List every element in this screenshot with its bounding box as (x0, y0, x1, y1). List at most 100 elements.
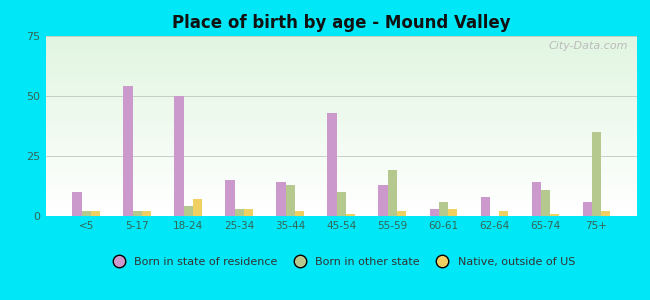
Bar (46, 144, 637, 146)
Bar (46, 58, 637, 59)
Bar (46, 175, 637, 176)
Bar (46, 167, 637, 169)
Bar (46, 180, 637, 182)
Bar (46, 65, 637, 67)
Bar (193, 199, 202, 216)
Bar (46, 203, 637, 205)
Bar (46, 76, 637, 77)
Bar (174, 96, 183, 216)
Bar (46, 115, 637, 117)
Bar (439, 202, 448, 216)
Bar (46, 108, 637, 110)
Bar (46, 131, 637, 133)
Bar (46, 200, 637, 202)
Bar (46, 126, 637, 128)
Bar (46, 50, 637, 52)
Bar (346, 214, 355, 216)
Bar (46, 97, 637, 99)
Bar (46, 85, 637, 86)
Bar (46, 43, 637, 45)
Bar (397, 211, 406, 216)
Bar (46, 182, 637, 184)
Bar (285, 185, 295, 216)
Bar (550, 214, 559, 216)
Bar (46, 117, 637, 119)
Bar (46, 198, 637, 200)
Bar (46, 72, 637, 74)
Bar (46, 113, 637, 115)
Bar (46, 207, 637, 209)
Bar (46, 146, 637, 148)
Bar (46, 124, 637, 126)
Bar (46, 103, 637, 104)
Bar (46, 92, 637, 94)
Bar (244, 209, 253, 216)
Bar (46, 70, 637, 72)
Bar (46, 178, 637, 180)
Bar (601, 211, 610, 216)
Bar (46, 119, 637, 121)
Bar (46, 68, 637, 70)
Bar (46, 49, 637, 50)
Title: Place of birth by age - Mound Valley: Place of birth by age - Mound Valley (172, 14, 510, 32)
Bar (46, 77, 637, 79)
Bar (46, 166, 637, 167)
Bar (183, 206, 193, 216)
Text: City-Data.com: City-Data.com (549, 41, 628, 51)
Bar (91, 211, 100, 216)
Bar (46, 171, 637, 173)
Bar (430, 209, 439, 216)
Bar (46, 52, 637, 54)
Bar (133, 211, 142, 216)
Bar (46, 185, 637, 187)
Bar (337, 192, 346, 216)
Bar (46, 61, 637, 63)
Bar (142, 211, 151, 216)
Bar (235, 209, 244, 216)
Bar (46, 47, 637, 49)
Bar (46, 148, 637, 149)
Bar (46, 151, 637, 153)
Bar (46, 191, 637, 193)
Bar (46, 193, 637, 194)
Legend: Born in state of residence, Born in other state, Native, outside of US: Born in state of residence, Born in othe… (104, 254, 578, 271)
Bar (46, 112, 637, 113)
Bar (480, 197, 489, 216)
Bar (378, 185, 387, 216)
Bar (46, 122, 637, 124)
Bar (499, 211, 508, 216)
Bar (46, 40, 637, 41)
Bar (46, 139, 637, 140)
Bar (46, 94, 637, 95)
Bar (46, 137, 637, 139)
Bar (46, 212, 637, 214)
Bar (46, 110, 637, 112)
Bar (46, 187, 637, 189)
Bar (46, 36, 637, 38)
Bar (46, 202, 637, 203)
Bar (46, 86, 637, 88)
Bar (46, 158, 637, 160)
Bar (46, 214, 637, 216)
Bar (46, 81, 637, 83)
Bar (46, 104, 637, 106)
Bar (328, 113, 337, 216)
Bar (72, 192, 81, 216)
Bar (46, 196, 637, 198)
Bar (46, 83, 637, 85)
Bar (46, 130, 637, 131)
Bar (81, 211, 91, 216)
Bar (46, 38, 637, 40)
Bar (46, 90, 637, 92)
Bar (46, 173, 637, 175)
Bar (46, 169, 637, 171)
Bar (46, 99, 637, 101)
Bar (46, 155, 637, 157)
Bar (46, 157, 637, 158)
Bar (124, 86, 133, 216)
Bar (46, 205, 637, 207)
Bar (46, 160, 637, 162)
Bar (46, 121, 637, 122)
Bar (46, 59, 637, 61)
Bar (46, 140, 637, 142)
